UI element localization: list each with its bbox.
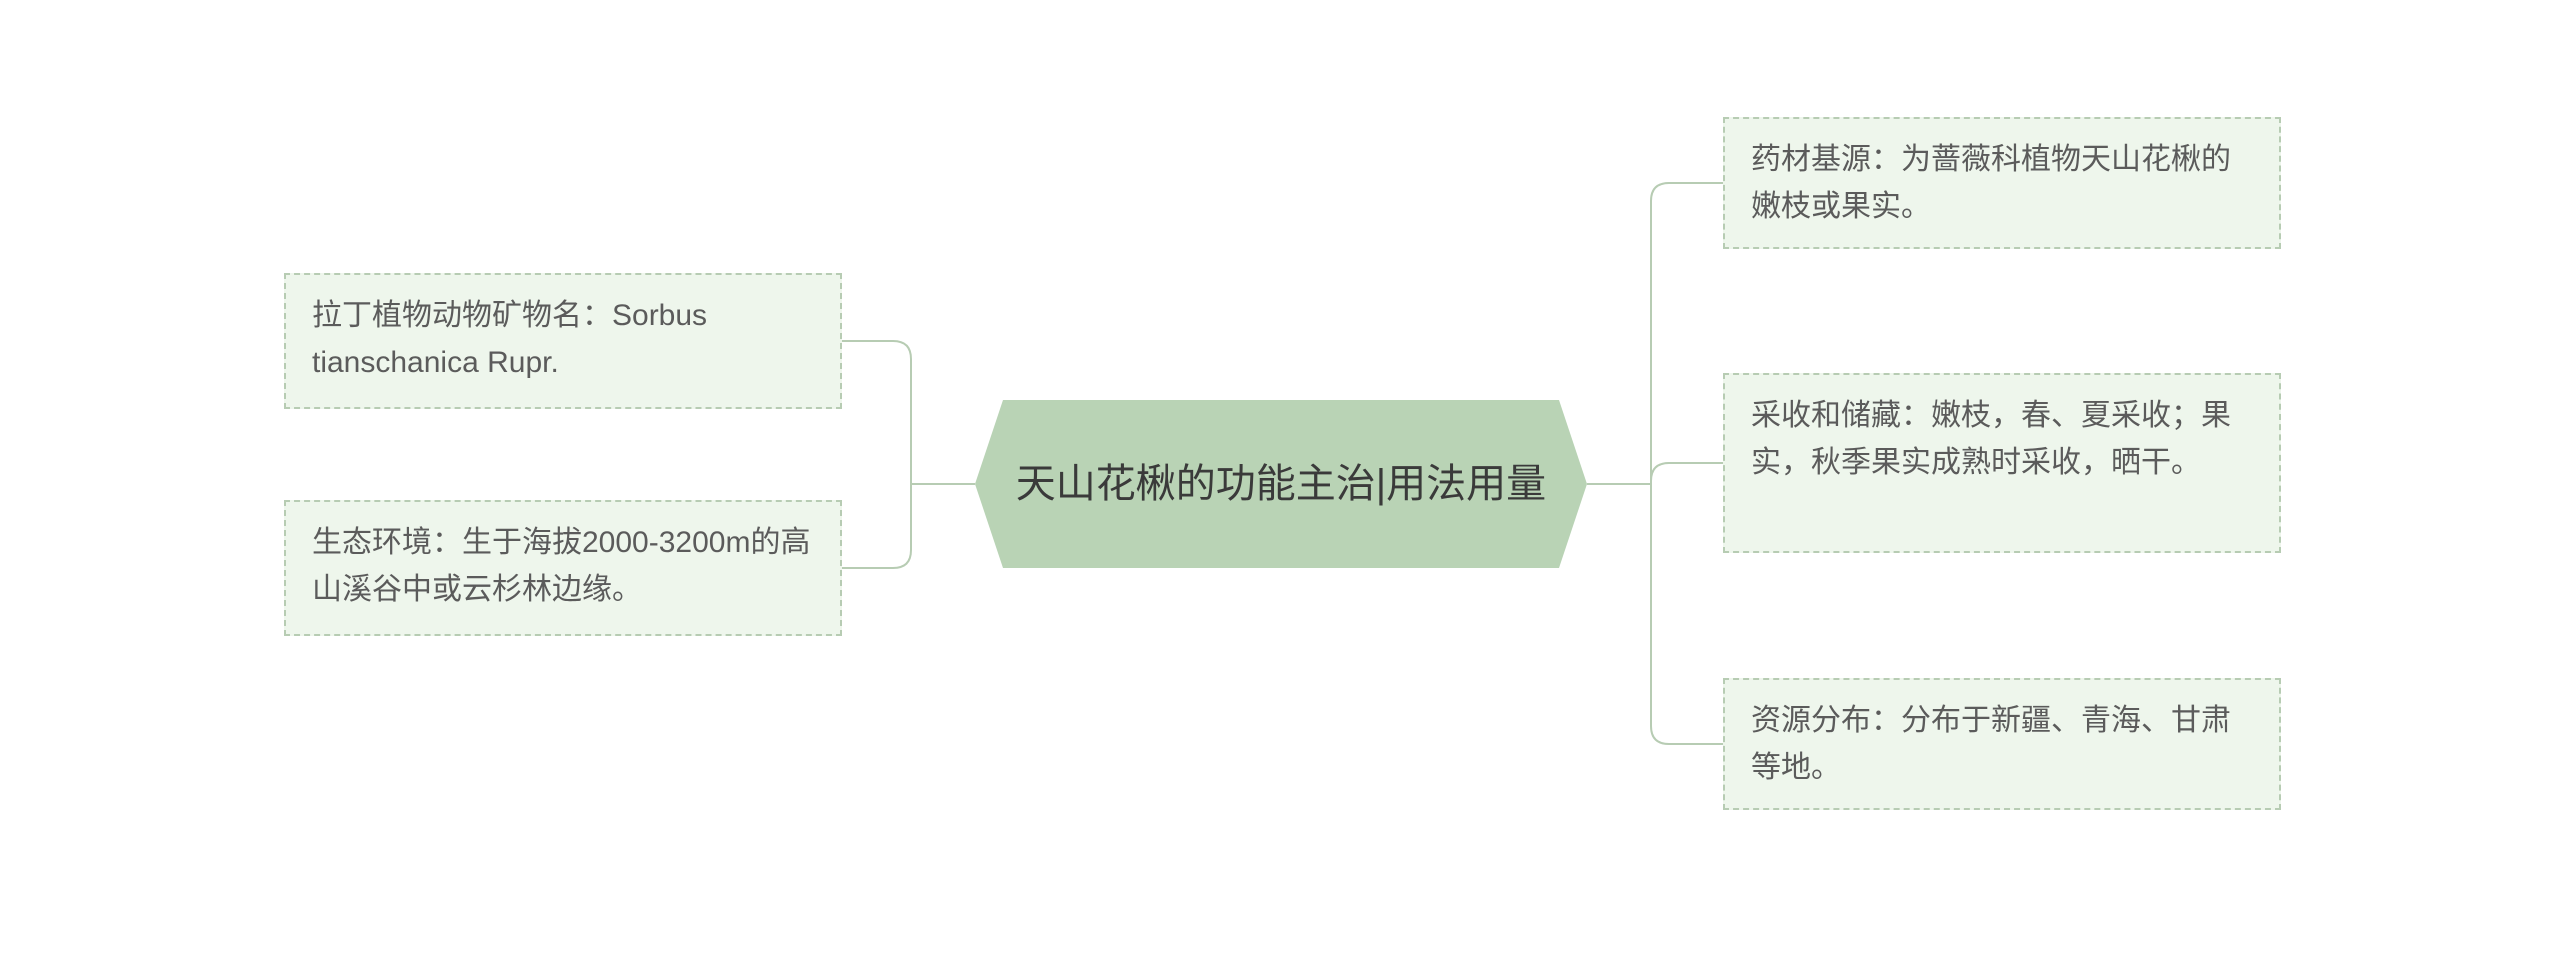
connector-path bbox=[1651, 183, 1723, 484]
center-node-label: 天山花楸的功能主治|用法用量 bbox=[1016, 453, 1546, 515]
connector-path bbox=[1651, 463, 1723, 484]
leaf-label-right-1: 采收和储藏：嫩枝，春、夏采收；果实，秋季果实成熟时采收，晒干。 bbox=[1751, 399, 2231, 479]
leaf-label-right-0: 药材基源：为蔷薇科植物天山花楸的嫩枝或果实。 bbox=[1751, 143, 2231, 223]
leaf-node-left-1: 生态环境：生于海拔2000-3200m的高山溪谷中或云杉林边缘。 bbox=[284, 500, 842, 636]
connector-path bbox=[842, 341, 911, 484]
connector-path bbox=[1651, 484, 1723, 744]
mindmap-canvas: 天山花楸的功能主治|用法用量 拉丁植物动物矿物名：Sorbus tianscha… bbox=[0, 0, 2560, 960]
leaf-node-right-0: 药材基源：为蔷薇科植物天山花楸的嫩枝或果实。 bbox=[1723, 117, 2281, 249]
leaf-node-right-1: 采收和储藏：嫩枝，春、夏采收；果实，秋季果实成熟时采收，晒干。 bbox=[1723, 373, 2281, 553]
leaf-node-right-2: 资源分布：分布于新疆、青海、甘肃等地。 bbox=[1723, 678, 2281, 810]
connector-path bbox=[842, 484, 911, 568]
center-node: 天山花楸的功能主治|用法用量 bbox=[975, 400, 1587, 568]
leaf-label-right-2: 资源分布：分布于新疆、青海、甘肃等地。 bbox=[1751, 704, 2231, 784]
leaf-node-left-0: 拉丁植物动物矿物名：Sorbus tianschanica Rupr. bbox=[284, 273, 842, 409]
leaf-label-left-1: 生态环境：生于海拔2000-3200m的高山溪谷中或云杉林边缘。 bbox=[312, 526, 810, 606]
leaf-label-left-0: 拉丁植物动物矿物名：Sorbus tianschanica Rupr. bbox=[312, 299, 707, 379]
